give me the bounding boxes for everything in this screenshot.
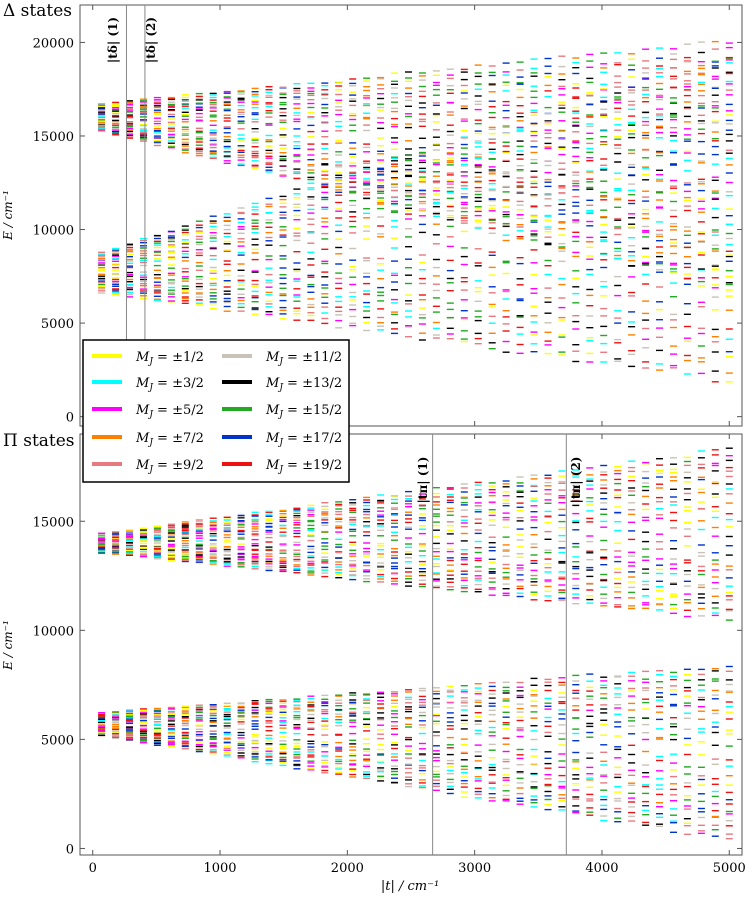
pi-panel-marks bbox=[98, 447, 733, 840]
legend-label-5: MJ = ±9/2 bbox=[135, 458, 204, 475]
pi-ytick-label-2: 10000 bbox=[33, 624, 74, 639]
legend-label-3: MJ = ±5/2 bbox=[135, 403, 204, 420]
delta-vline-label-2: |tδ| (2) bbox=[144, 17, 158, 63]
xtick-label-5: 5000 bbox=[713, 861, 746, 876]
legend-label-2: MJ = ±3/2 bbox=[135, 376, 204, 393]
legend-box bbox=[82, 339, 350, 483]
delta-ytick-label-3: 15000 bbox=[33, 130, 74, 145]
delta-ytick-label-1: 5000 bbox=[41, 317, 74, 332]
delta-y-axis-label: E / cm⁻¹ bbox=[1, 190, 15, 241]
delta-panel-title: Δ states bbox=[3, 1, 72, 21]
xtick-label-3: 3000 bbox=[458, 861, 491, 876]
legend-label-9: MJ = ±17/2 bbox=[265, 431, 342, 448]
xtick-label-4: 4000 bbox=[585, 861, 618, 876]
delta-ytick-label-2: 10000 bbox=[33, 224, 74, 239]
pi-y-axis-label: E / cm⁻¹ bbox=[1, 620, 15, 671]
axes-layer: 0 5000 10000 15000 20000 0 5000 10000 15000 0 1000… bbox=[33, 5, 746, 876]
legend-label-8: MJ = ±15/2 bbox=[265, 403, 342, 420]
pi-vline-label-2: |tπ| (2) bbox=[569, 457, 583, 504]
pi-vline-label-1: |tπ| (1) bbox=[416, 457, 430, 504]
delta-panel-marks bbox=[98, 40, 733, 383]
pi-ytick-label-1: 5000 bbox=[41, 733, 74, 748]
delta-vline-label-1: |tδ| (1) bbox=[106, 17, 120, 63]
xtick-label-0: 0 bbox=[89, 861, 97, 876]
delta-ytick-label-0: 0 bbox=[66, 411, 74, 426]
legend-label-4: MJ = ±7/2 bbox=[135, 431, 204, 448]
legend-label-7: MJ = ±13/2 bbox=[265, 376, 342, 393]
x-axis-label: |t| / cm⁻¹ bbox=[381, 879, 439, 894]
pi-ytick-label-3: 15000 bbox=[33, 515, 74, 530]
legend-label-10: MJ = ±19/2 bbox=[265, 458, 342, 475]
legend: MJ = ±1/2 MJ = ±3/2 MJ = ±5/2 MJ = ±7/2 … bbox=[82, 339, 350, 483]
pi-ytick-label-0: 0 bbox=[66, 842, 74, 857]
pi-panel-title: Π states bbox=[3, 431, 75, 451]
xtick-label-1: 1000 bbox=[203, 861, 236, 876]
legend-label-6: MJ = ±11/2 bbox=[265, 350, 342, 367]
xtick-label-2: 2000 bbox=[331, 861, 364, 876]
delta-panel-frame bbox=[79, 4, 743, 427]
delta-ytick-label-4: 20000 bbox=[33, 36, 74, 51]
pi-panel-frame bbox=[79, 433, 743, 856]
legend-label-1: MJ = ±1/2 bbox=[135, 350, 204, 367]
